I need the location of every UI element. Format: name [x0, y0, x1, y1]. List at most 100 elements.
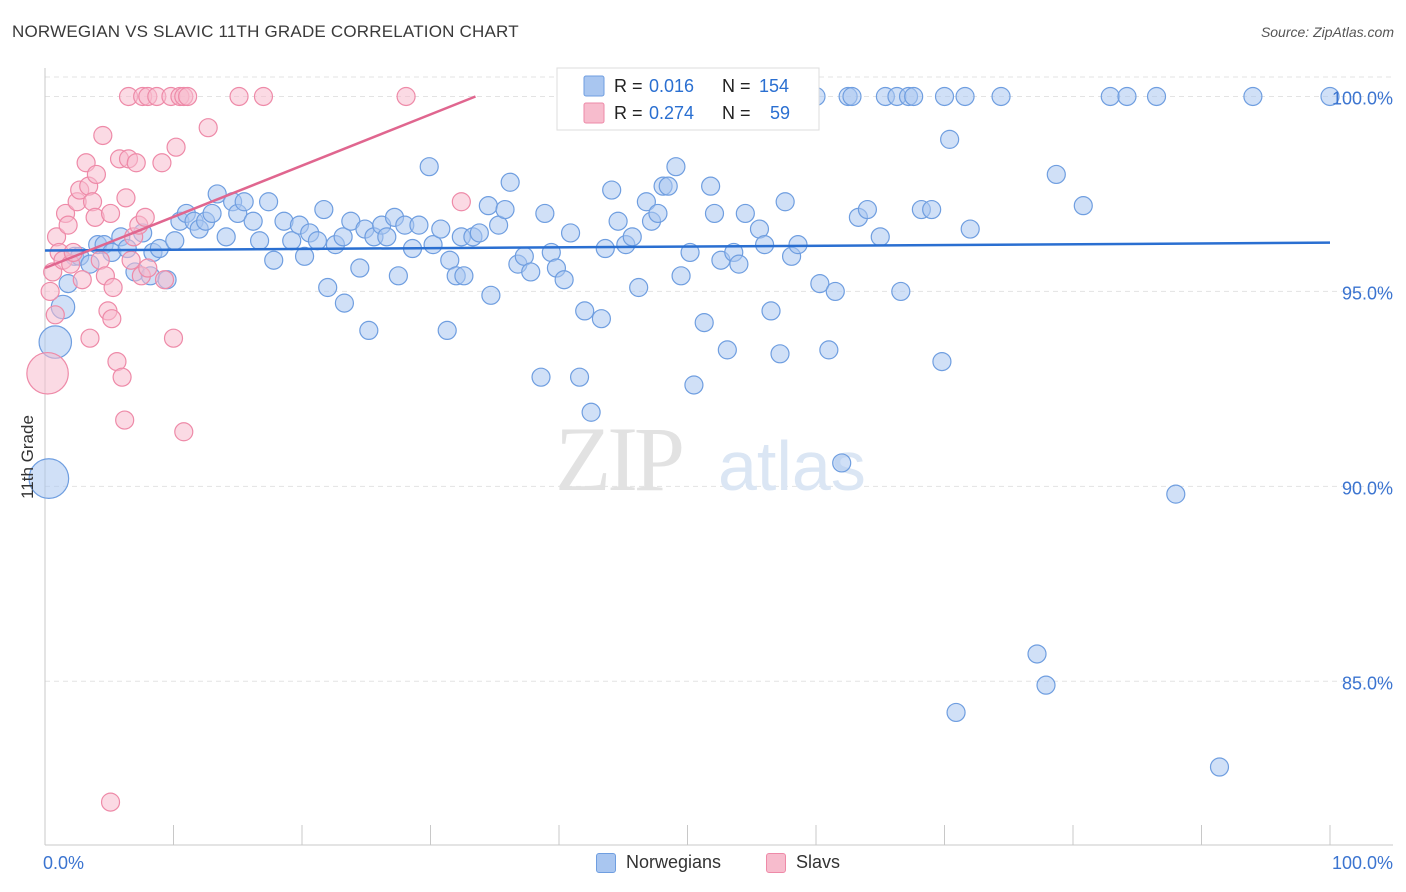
grid-lines [45, 76, 1393, 682]
data-point-norwegians [810, 274, 830, 294]
data-point-norwegians [202, 203, 222, 224]
data-point-norwegians [1027, 644, 1047, 664]
data-point-slavs [93, 125, 113, 146]
y-axis-label: 11th Grade [18, 415, 37, 499]
data-point-norwegians [359, 320, 379, 341]
source-label: Source: ZipAtlas.com [1260, 24, 1394, 40]
data-point-norwegians [531, 367, 551, 387]
data-point-norwegians [932, 351, 952, 372]
data-point-norwegians [891, 281, 911, 302]
data-point-norwegians [1209, 757, 1230, 777]
data-point-norwegians [469, 223, 489, 243]
stats-n-label: N = [722, 103, 751, 123]
data-point-norwegians [1117, 86, 1137, 107]
data-point-slavs [102, 309, 122, 329]
data-point-norwegians [666, 157, 686, 177]
data-point-slavs [198, 118, 218, 138]
legend: Norwegians Slavs [0, 852, 1406, 878]
data-point-norwegians [431, 219, 451, 239]
watermark-zip: ZIP [555, 408, 682, 510]
data-point-norwegians [636, 192, 656, 212]
x-tick-label: 100.0% [1332, 853, 1393, 873]
data-point-slavs [126, 153, 146, 173]
data-point-slavs [178, 86, 198, 107]
data-point-norwegians [684, 375, 704, 395]
data-point-norwegians [922, 199, 942, 220]
data-point-slavs [135, 207, 155, 227]
data-point-norwegians [478, 196, 498, 216]
data-point-norwegians [1036, 675, 1056, 695]
y-tick-label: 100.0% [1332, 88, 1393, 108]
data-point-slavs [451, 192, 471, 212]
data-point-norwegians [216, 227, 236, 247]
stats-r-value: 0.016 [649, 76, 694, 96]
data-point-norwegians [591, 309, 612, 329]
data-point-slavs [112, 367, 132, 387]
data-point-norwegians [955, 86, 975, 107]
data-point-norwegians [350, 258, 370, 278]
data-point-norwegians [388, 266, 408, 286]
data-point-norwegians [334, 293, 355, 313]
data-point-slavs [154, 270, 175, 290]
data-point-norwegians [960, 219, 980, 239]
data-point-slavs [100, 203, 121, 224]
data-point-slavs [72, 270, 92, 290]
data-point-norwegians [243, 211, 263, 231]
data-point-norwegians [904, 86, 924, 107]
data-point-slavs [58, 215, 78, 235]
data-point-norwegians [264, 250, 284, 270]
y-tick-label: 95.0% [1342, 283, 1393, 303]
data-point-slavs [86, 164, 107, 185]
legend-item-slavs[interactable]: Slavs [766, 852, 840, 873]
data-point-norwegians [500, 172, 520, 192]
data-point-slavs [396, 86, 416, 107]
data-point-slavs [121, 250, 141, 270]
data-point-norwegians [729, 254, 749, 274]
data-point-norwegians [770, 344, 790, 364]
legend-swatch-norwegians [596, 852, 616, 873]
data-point-norwegians [842, 86, 862, 107]
trend-lines [44, 95, 1331, 270]
tick-labels: 100.0% 95.0% 90.0% 85.0% 0.0% 100.0% [43, 88, 1393, 873]
data-point-norwegians [1320, 86, 1340, 107]
data-point-norwegians [761, 301, 781, 321]
data-point-slavs [100, 792, 121, 812]
trend-line-slavs [44, 95, 476, 270]
data-point-norwegians [1146, 86, 1167, 107]
series-norwegians [28, 86, 1340, 777]
data-point-norwegians [1046, 164, 1066, 185]
data-point-slavs [40, 281, 60, 302]
data-point-norwegians [622, 227, 642, 247]
data-point-norwegians [333, 227, 353, 247]
legend-swatch-slavs [766, 852, 786, 873]
stats-r-label: R = [614, 103, 643, 123]
data-point-slavs [138, 258, 158, 278]
data-point-norwegians [28, 458, 70, 499]
series-slavs [26, 86, 471, 812]
data-point-norwegians [775, 192, 795, 212]
data-point-norwegians [754, 235, 775, 255]
trend-line-norwegians [44, 241, 1331, 252]
data-point-norwegians [671, 266, 691, 286]
data-point-norwegians [554, 270, 574, 290]
data-point-slavs [80, 328, 100, 348]
data-point-norwegians [946, 702, 966, 723]
stats-r-value: 0.274 [649, 103, 694, 123]
data-point-norwegians [991, 86, 1011, 107]
data-point-norwegians [825, 281, 845, 302]
data-point-norwegians [735, 203, 755, 224]
chart-title: NORWEGIAN VS SLAVIC 11TH GRADE CORRELATI… [12, 22, 519, 41]
legend-item-norwegians[interactable]: Norwegians [596, 852, 721, 873]
data-point-norwegians [648, 203, 668, 224]
data-point-slavs [253, 86, 274, 107]
data-point-norwegians [521, 262, 541, 282]
axes [44, 68, 1393, 846]
stats-r-label: R = [614, 76, 643, 96]
data-point-slavs [166, 137, 186, 157]
data-point-norwegians [419, 157, 439, 177]
stats-swatch-norwegians [583, 75, 605, 97]
data-point-slavs [103, 277, 123, 298]
data-point-norwegians [819, 340, 839, 360]
data-point-norwegians [857, 199, 878, 220]
